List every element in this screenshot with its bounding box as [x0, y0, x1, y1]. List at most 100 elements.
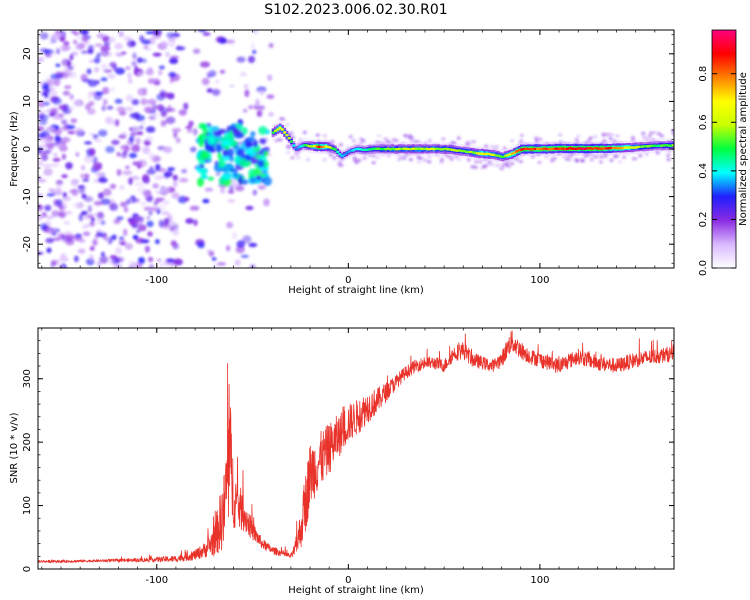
spectrogram-ridge-cell [478, 152, 482, 155]
spectrogram-noise-cell [43, 49, 54, 54]
spectrogram-noise-cell [622, 155, 627, 159]
spectrogram-noise-cell [244, 141, 254, 149]
spectrogram-ridge-cell [644, 145, 647, 148]
spectrogram-noise-cell [315, 133, 320, 137]
spectrogram-noise-cell [265, 129, 271, 135]
spectrogram-noise-cell [63, 41, 70, 46]
spectrogram-noise-cell [302, 131, 307, 134]
spectrogram-noise-cell [163, 146, 173, 154]
spectrogram-ridge-cell [446, 148, 450, 151]
spectrogram-noise-cell [69, 94, 74, 100]
spectrogram-noise-cell [87, 79, 98, 87]
spectrogram-noise-cell [544, 142, 549, 145]
spectrogram-noise-cell [397, 158, 402, 162]
spectrogram-noise-cell [199, 150, 209, 160]
spectrogram-noise-cell [268, 112, 274, 117]
spectrogram-ridge-cell [469, 150, 473, 154]
spectrogram-noise-cell [43, 168, 53, 176]
spectrogram-ridge-cell [329, 146, 333, 149]
spectrogram-noise-cell [120, 201, 127, 207]
spectrogram-noise-cell [613, 155, 618, 158]
spectrogram-noise-cell [386, 154, 391, 158]
spectrogram-noise-cell [105, 116, 114, 125]
spectrogram-noise-cell [53, 187, 63, 195]
spectrogram-ridge-cell [474, 151, 477, 155]
spectrogram-noise-cell [222, 140, 231, 147]
spectrogram-noise-cell [240, 254, 249, 258]
spectrogram-ridge-cell [276, 128, 280, 131]
spectrogram-noise-cell [229, 84, 235, 88]
spectrogram-ridge-cell [271, 131, 275, 134]
spectrogram-noise-cell [109, 203, 119, 211]
spectrogram-noise-cell [606, 133, 611, 136]
spectrogram-noise-cell [60, 234, 65, 239]
spectrogram-noise-cell [96, 33, 105, 39]
spectrogram-noise-cell [206, 88, 213, 93]
spectrogram-noise-cell [114, 98, 123, 104]
spectrogram-ridge-cell [492, 153, 496, 156]
spectrogram-noise-cell [107, 73, 116, 79]
spectrogram-noise-cell [199, 164, 205, 169]
spectrogram-noise-cell [183, 102, 189, 111]
spectrogram-noise-cell [116, 106, 126, 112]
spectrogram-noise-cell [82, 224, 89, 229]
spectrogram-noise-cell [385, 141, 390, 145]
spectrogram-ridge-cell [554, 147, 558, 150]
spectrogram-noise-cell [80, 50, 89, 54]
spectrogram-noise-cell [70, 118, 78, 124]
spectrogram-noise-cell [100, 251, 105, 257]
spectrogram-noise-cell [169, 220, 176, 226]
spectrogram-noise-cell [152, 183, 159, 189]
snr-x-ticks: -100 0 100 [41, 328, 675, 586]
spectrogram-noise-cell [156, 258, 162, 262]
spectrogram-noise-layer [38, 30, 674, 268]
spectrogram-noise-cell [255, 98, 260, 107]
spectrogram-noise-cell [417, 160, 422, 164]
spectrogram-noise-cell [72, 39, 78, 45]
spectrogram-noise-cell [164, 171, 173, 178]
spectrogram-noise-cell [510, 162, 514, 166]
spectrogram-noise-cell [119, 241, 127, 246]
spectrogram-x-ticks: -100 0 100 [41, 30, 675, 286]
spectrogram-noise-cell [73, 202, 82, 209]
spectrogram-noise-cell [38, 251, 44, 255]
spectrogram-ridge-cell [395, 148, 399, 151]
spectrogram-y-label: Frequency (Hz) [9, 111, 20, 187]
spectrogram-noise-cell [158, 203, 166, 212]
spectrogram-ridge-cell [540, 147, 544, 151]
spectrogram-noise-cell [250, 131, 256, 137]
spectrogram-ridge-cell [451, 148, 454, 152]
spectrogram-noise-cell [38, 132, 45, 139]
spectrogram-noise-cell [54, 71, 65, 77]
spectrogram-noise-cell [215, 143, 222, 153]
spectrogram-ridge-cell [322, 145, 326, 149]
spectrogram-noise-cell [141, 174, 150, 183]
spectrogram-noise-cell [166, 32, 175, 39]
spectrogram-ridge-cell [405, 147, 408, 151]
spectrogram-noise-cell [253, 139, 258, 148]
spectrogram-noise-cell [125, 165, 130, 169]
spectrogram-noise-cell [613, 140, 618, 144]
spectrogram-noise-cell [259, 89, 265, 96]
spectrogram-noise-cell [245, 205, 254, 211]
spectrogram-ridge-cell [515, 150, 519, 153]
spectrogram-noise-cell [81, 34, 89, 43]
spectrogram-ridge-layer [271, 121, 674, 164]
spectrogram-ridge-cell [568, 147, 572, 150]
spectrogram-noise-cell [562, 155, 567, 159]
spectrogram-noise-cell [62, 210, 73, 215]
spectrogram-noise-cell [129, 112, 140, 119]
spectrogram-noise-cell [144, 106, 153, 114]
spectrogram-noise-cell [495, 164, 500, 167]
spectrogram-x-label: Height of straight line (km) [288, 285, 424, 296]
colorbar-tick-label: 0.8 [698, 66, 709, 82]
spectrogram-noise-cell [371, 154, 376, 158]
spectrogram-noise-cell [92, 162, 102, 171]
spectrogram-ridge-cell [372, 147, 376, 150]
spectrogram-ridge-cell [639, 145, 643, 148]
spectrogram-ridge-cell [471, 151, 475, 154]
spectrogram-noise-cell [39, 81, 45, 86]
spectrogram-noise-cell [124, 145, 130, 153]
spectrogram-noise-cell [352, 156, 357, 160]
spectrogram-noise-cell [38, 179, 47, 183]
